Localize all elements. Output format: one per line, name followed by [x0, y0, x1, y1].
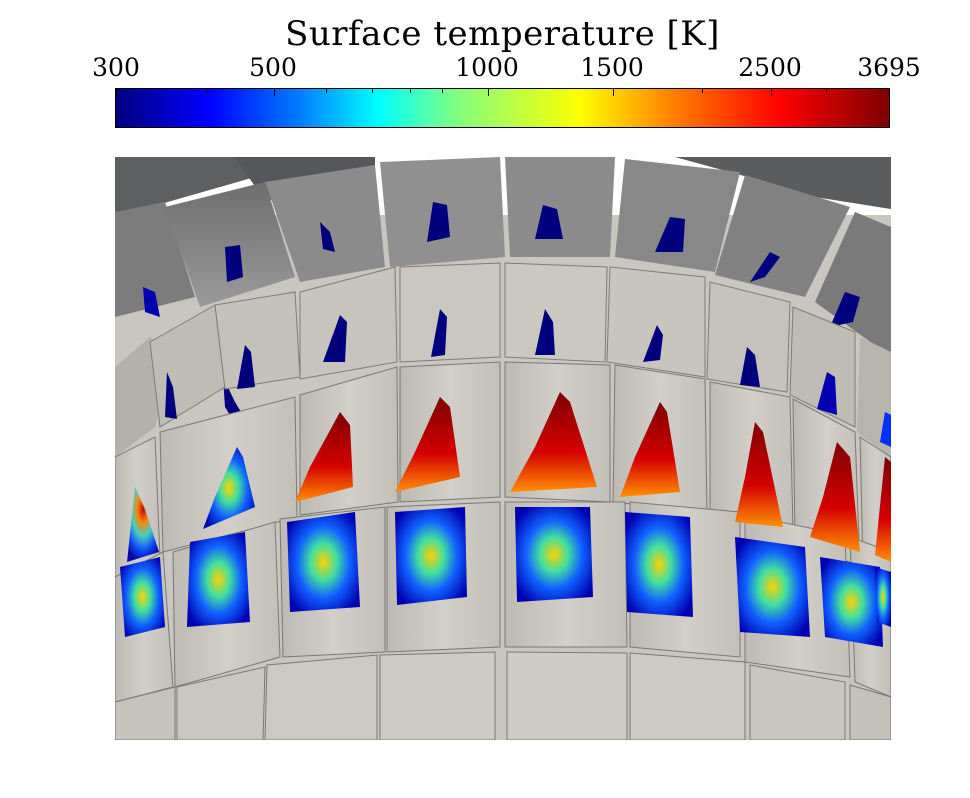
tile	[715, 175, 850, 297]
tile	[115, 157, 255, 217]
tile	[505, 157, 615, 257]
heat-flux-spots	[120, 392, 891, 647]
divertor-tile-scene	[115, 157, 891, 740]
tile	[115, 202, 195, 317]
upper-tile-ring	[115, 157, 891, 427]
colorbar-title: Surface temperature [K]	[285, 14, 720, 54]
colorbar-tick-label: 2500	[738, 53, 802, 82]
colorbar-tick-label: 300	[92, 53, 140, 82]
tile	[165, 182, 295, 307]
colorbar	[115, 88, 890, 128]
colorbar-tick-label: 500	[249, 53, 297, 82]
colorbar-tick-label: 1500	[580, 53, 644, 82]
tile	[815, 212, 891, 357]
colorbar-tick-label: 3695	[857, 53, 921, 82]
tile	[675, 157, 891, 209]
colorbar-minor-ticks	[116, 89, 889, 127]
colorbar-tick-label: 1000	[455, 53, 519, 82]
middle-tile-row	[115, 262, 891, 457]
tile	[615, 159, 740, 272]
tile	[265, 165, 385, 282]
